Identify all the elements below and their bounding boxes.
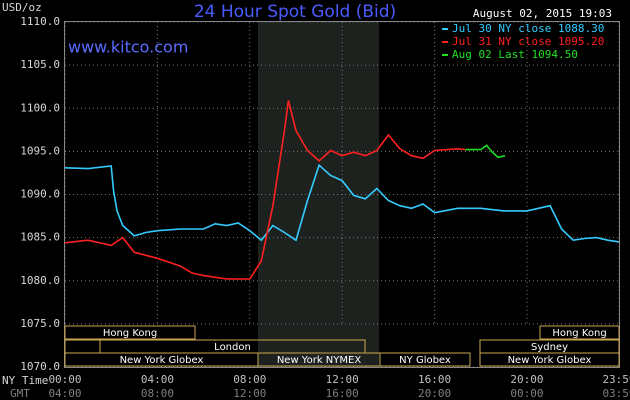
legend-label: Jul 31 NY close 1095.20	[452, 35, 604, 48]
session-label: Hong Kong	[103, 328, 157, 339]
y-tick-label: 1095.0	[20, 144, 60, 157]
legend-label: Aug 02 Last 1094.50	[452, 48, 578, 61]
x2-tick-label: 16:00	[326, 387, 359, 400]
session-label: Hong Kong	[552, 328, 606, 339]
x-tick-label: 00:00	[48, 373, 81, 386]
x-axis-label: NY Time	[2, 374, 48, 387]
legend-label: Jul 30 NY close 1088.30	[452, 22, 604, 35]
session-label: NY Globex	[399, 355, 451, 366]
timestamp: August 02, 2015 19:03	[473, 7, 612, 20]
x-tick-label: 08:00	[233, 373, 266, 386]
x2-tick-label: 04:00	[48, 387, 81, 400]
y-tick-label: 1100.0	[20, 101, 60, 114]
x2-tick-label: 12:00	[233, 387, 266, 400]
x-tick-label: 23:59	[602, 373, 630, 386]
x2-tick-label: 08:00	[141, 387, 174, 400]
session-label: Sydney	[531, 342, 568, 353]
chart-title: 24 Hour Spot Gold (Bid)	[194, 2, 396, 22]
y-tick-label: 1080.0	[20, 274, 60, 287]
y-tick-label: 1070.0	[20, 360, 60, 373]
session-box	[479, 352, 620, 367]
session-box	[539, 325, 620, 340]
x-tick-label: 20:00	[510, 373, 543, 386]
series-line	[64, 163, 620, 243]
x-tick-label: 04:00	[141, 373, 174, 386]
session-box	[379, 352, 471, 367]
series-line	[64, 100, 466, 280]
x2-tick-label: 20:00	[418, 387, 451, 400]
session-label: New York Globex	[120, 355, 204, 366]
session-box	[64, 339, 101, 354]
y-tick-label: 1105.0	[20, 58, 60, 71]
x2-axis-label: GMT	[10, 387, 30, 400]
series-line	[465, 144, 506, 159]
nymex-shade	[258, 22, 379, 367]
x-tick-label: 16:00	[418, 373, 451, 386]
y-tick-label: 1110.0	[20, 15, 60, 28]
session-label: London	[214, 342, 251, 353]
source: www.kitco.com	[68, 38, 188, 57]
session-label: New York Globex	[508, 355, 592, 366]
session-box	[64, 325, 196, 340]
y-tick-label: 1075.0	[20, 317, 60, 330]
x-tick-label: 12:00	[326, 373, 359, 386]
x2-tick-label: 00:00	[510, 387, 543, 400]
y-tick-label: 1085.0	[20, 231, 60, 244]
session-label: New York NYMEX	[277, 355, 362, 366]
y-axis-label: USD/oz	[2, 1, 42, 14]
x2-tick-label: 03:59	[602, 387, 630, 400]
y-tick-label: 1090.0	[20, 188, 60, 201]
